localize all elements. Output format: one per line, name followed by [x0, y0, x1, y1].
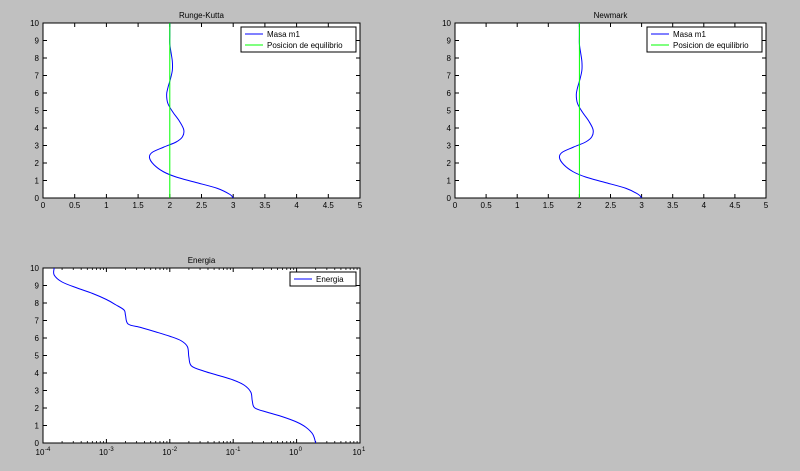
y-tick-label: 4: [35, 369, 40, 378]
y-tick-label: 6: [447, 89, 452, 98]
x-tick-label: 4.5: [729, 201, 741, 210]
x-tick-exponent: -1: [235, 447, 241, 453]
y-tick-label: 10: [30, 264, 39, 273]
series-line-0: [558, 23, 643, 198]
x-tick-label: 3.5: [667, 201, 679, 210]
x-tick-label: 10: [353, 448, 362, 457]
y-tick-label: 2: [35, 404, 40, 413]
y-tick-label: 1: [35, 422, 40, 431]
y-tick-label: 0: [35, 194, 40, 203]
y-tick-label: 5: [35, 107, 40, 116]
x-tick-label: 10: [226, 448, 235, 457]
x-tick-label: 3.5: [259, 201, 271, 210]
x-tick-label: 10: [162, 448, 171, 457]
y-tick-label: 2: [35, 159, 40, 168]
y-tick-label: 0: [35, 439, 40, 448]
legend-label: Posicion de equilibrio: [267, 41, 343, 50]
x-tick-label: 4: [294, 201, 299, 210]
y-tick-label: 0: [447, 194, 452, 203]
x-tick-exponent: -3: [108, 447, 114, 453]
y-tick-label: 8: [35, 299, 40, 308]
x-tick-label: 3: [231, 201, 236, 210]
x-tick-label: 5: [358, 201, 363, 210]
x-tick-label: 10: [99, 448, 108, 457]
x-tick-label: 0.5: [481, 201, 493, 210]
series-line-0: [148, 23, 234, 198]
chart-title: Newmark: [594, 11, 629, 20]
y-tick-label: 6: [35, 89, 40, 98]
legend-box: [240, 26, 357, 53]
legend-label: Energia: [316, 275, 344, 284]
y-tick-label: 3: [35, 142, 40, 151]
y-tick-label: 10: [30, 19, 39, 28]
y-tick-label: 9: [35, 282, 40, 291]
x-tick-label: 1.5: [133, 201, 145, 210]
legend-label: Masa m1: [267, 30, 300, 39]
y-tick-label: 9: [447, 37, 452, 46]
x-tick-label: 2: [168, 201, 173, 210]
x-tick-exponent: -4: [45, 447, 51, 453]
chart-rk: Runge-Kutta 0 1 2 3 4 5 6 7 8 9 10 0 0.5 1 1.5 2 2.5 3 3.5 4…: [30, 11, 363, 210]
y-tick-label: 4: [35, 124, 40, 133]
x-tick-label: 1: [515, 201, 520, 210]
x-tick-label: 5: [764, 201, 769, 210]
y-tick-label: 9: [35, 37, 40, 46]
y-tick-label: 4: [447, 124, 452, 133]
y-tick-label: 5: [35, 352, 40, 361]
x-tick-label: 4: [702, 201, 707, 210]
x-tick-label: 2: [577, 201, 582, 210]
y-tick-label: 10: [442, 19, 451, 28]
x-tick-label: 2.5: [605, 201, 617, 210]
x-tick-label: 10: [36, 448, 45, 457]
y-tick-label: 6: [35, 334, 40, 343]
y-tick-label: 3: [35, 387, 40, 396]
y-tick-label: 7: [35, 317, 40, 326]
x-tick-label: 0: [41, 201, 46, 210]
y-tick-label: 7: [447, 72, 452, 81]
chart-title: Energia: [188, 256, 216, 265]
x-tick-label: 1: [104, 201, 109, 210]
y-tick-label: 8: [35, 54, 40, 63]
y-tick-label: 2: [447, 159, 452, 168]
y-tick-label: 1: [447, 177, 452, 186]
x-tick-exponent: 0: [299, 447, 303, 453]
x-tick-label: 0.5: [69, 201, 81, 210]
chart-nm: Newmark 0 1 2 3 4 5 6 7 8 9 10 0 0.5 1 1.5 2 2.5 3 3.5 4 4.5 5…: [442, 11, 769, 210]
y-tick-label: 8: [447, 54, 452, 63]
y-tick-label: 7: [35, 72, 40, 81]
legend-box: [646, 26, 763, 53]
x-tick-exponent: 1: [362, 447, 366, 453]
x-tick-label: 10: [289, 448, 298, 457]
plot-area: [42, 267, 361, 444]
x-tick-label: 4.5: [323, 201, 335, 210]
legend-box: [289, 271, 357, 287]
y-tick-label: 3: [447, 142, 452, 151]
legend-label: Masa m1: [673, 30, 706, 39]
chart-title: Runge-Kutta: [179, 11, 224, 20]
y-tick-label: 1: [35, 177, 40, 186]
x-tick-exponent: -2: [172, 447, 178, 453]
x-tick-label: 1.5: [543, 201, 555, 210]
x-tick-label: 0: [453, 201, 458, 210]
y-tick-label: 5: [447, 107, 452, 116]
series-line-0: [53, 268, 317, 443]
x-tick-label: 3: [639, 201, 644, 210]
x-tick-label: 2.5: [196, 201, 208, 210]
legend-label: Posicion de equilibrio: [673, 41, 749, 50]
